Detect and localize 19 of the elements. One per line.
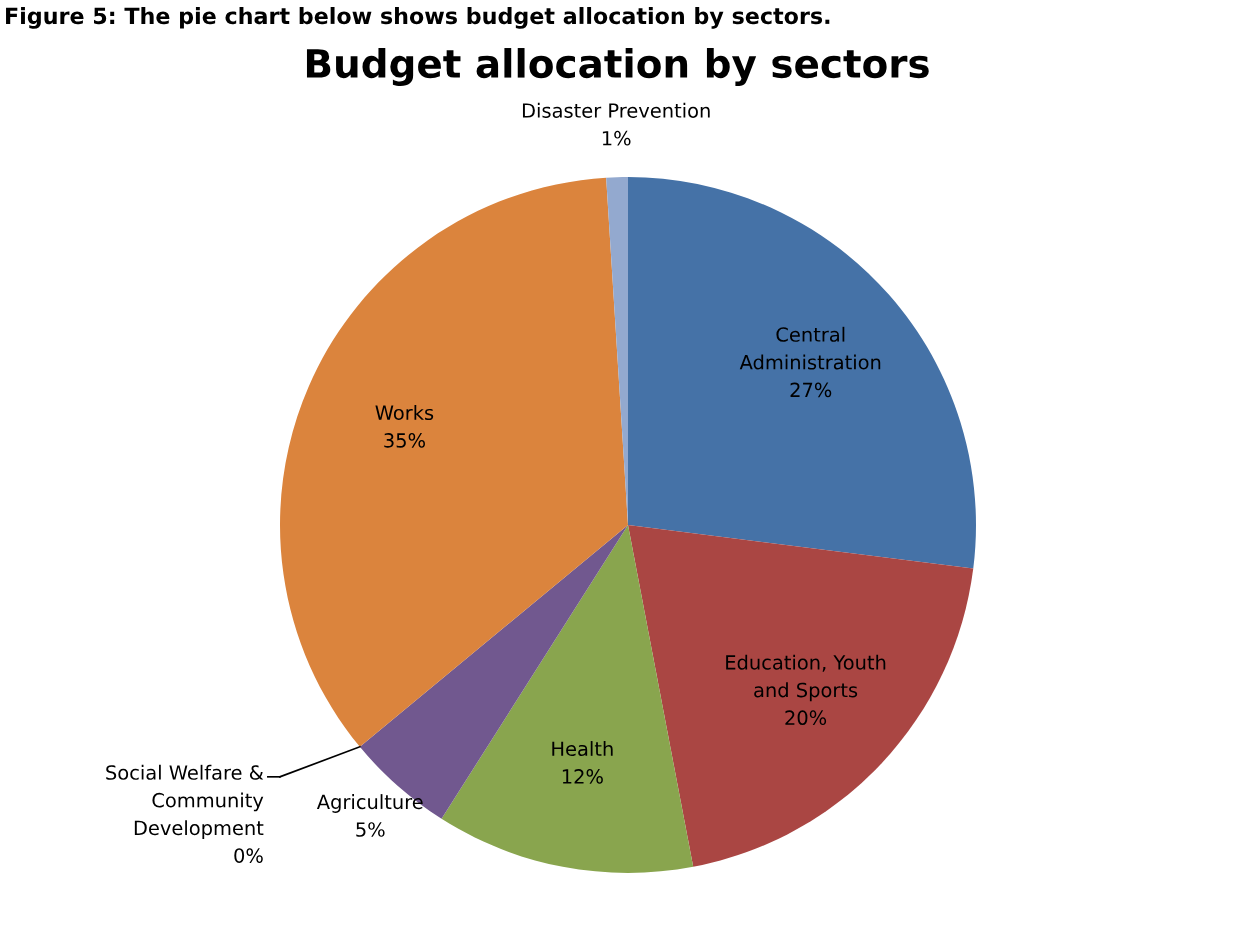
pie-slice (628, 177, 976, 569)
slice-label: Agriculture (316, 794, 423, 813)
data-label: 20% (785, 710, 827, 726)
data-label: 27% (790, 382, 832, 398)
text: 0% (234, 848, 263, 863)
slice-label: Education, Youth and Sports (726, 654, 886, 702)
slice-label: Central Administration (739, 326, 881, 370)
slice-label: Health (552, 741, 613, 757)
chart-title: Budget allocation by sectors (306, 48, 929, 86)
slice-label: Disaster Prevention (522, 102, 710, 118)
legend-label: Social Welfare & Community Development (106, 764, 264, 840)
caption: Figure 5: The pie chart below shows budget allocation by sectors. (6, 7, 830, 29)
data-label: 12% (562, 769, 603, 784)
data-label: 5% (356, 822, 385, 837)
data-label: 1% (602, 130, 631, 146)
pie-slice (628, 525, 974, 867)
data-label: 35% (384, 433, 425, 448)
slice-label: Works (375, 405, 434, 421)
pie-slice (441, 525, 694, 873)
